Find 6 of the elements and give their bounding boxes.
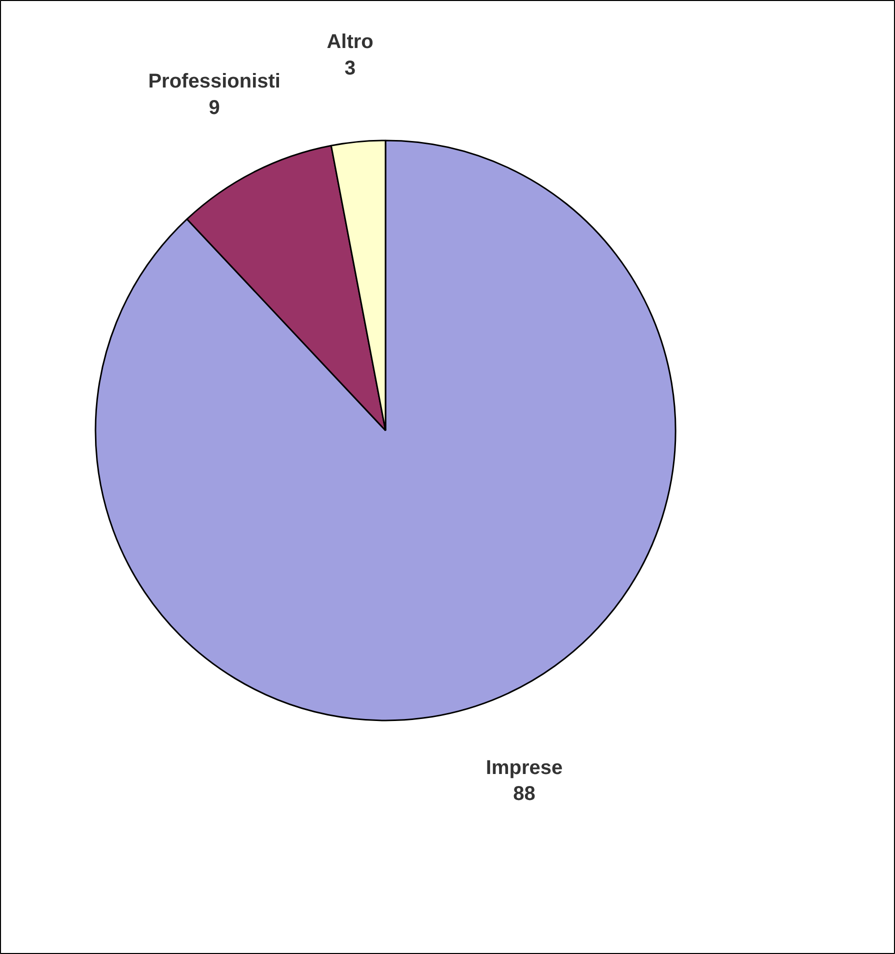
slice-label: Altro (326, 30, 374, 53)
data-label: 3 (344, 57, 356, 80)
data-label: 9 (208, 96, 220, 119)
data-label: 88 (513, 783, 536, 806)
slice-label: Professionisti (148, 70, 280, 92)
slice-label: Imprese (486, 756, 563, 779)
